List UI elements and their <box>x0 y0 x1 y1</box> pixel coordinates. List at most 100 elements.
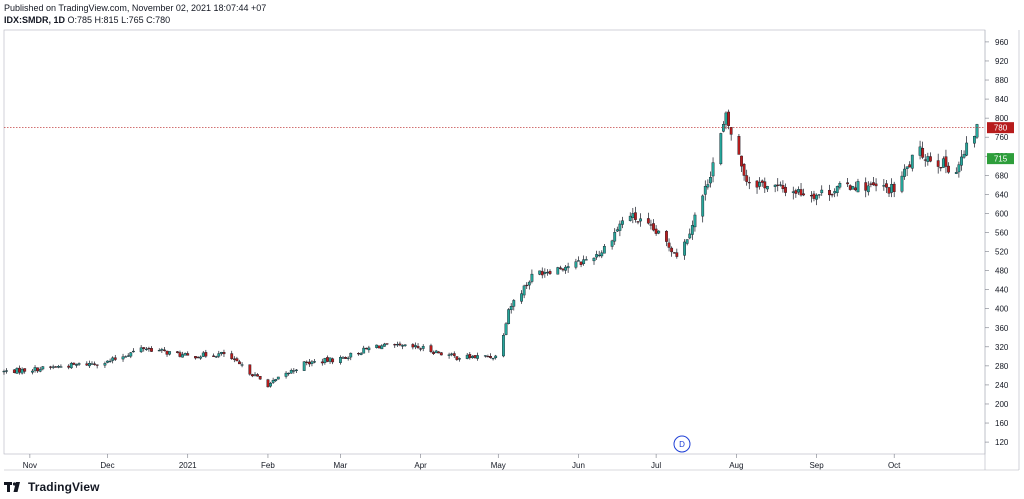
y-tick-label: 760 <box>995 133 1009 142</box>
y-tick-label: 840 <box>995 95 1009 104</box>
candle-body <box>926 156 930 162</box>
candle-body <box>962 153 966 158</box>
candle-body <box>393 344 397 346</box>
candle-body <box>483 355 487 357</box>
candle-body <box>882 185 886 187</box>
x-tick-label: Mar <box>334 461 348 470</box>
candle-body <box>758 182 762 187</box>
x-tick-label: Jun <box>572 461 585 470</box>
candle-body <box>582 259 586 264</box>
candle-body <box>602 246 606 254</box>
candle-body <box>494 355 498 359</box>
candle-body <box>649 224 653 226</box>
candle-body <box>144 348 148 351</box>
candle-body <box>401 345 404 347</box>
candle-body <box>183 353 187 356</box>
candle-body <box>131 350 135 353</box>
candle-body <box>385 343 389 345</box>
ohlc-values: O:785 H:815 L:765 C:780 <box>67 15 171 25</box>
candle-body <box>522 285 526 296</box>
candle-body <box>124 356 128 358</box>
candle-body <box>701 195 705 217</box>
candle-body <box>530 273 534 282</box>
candle-body <box>838 183 842 188</box>
candle-body <box>794 190 798 194</box>
candle-body <box>113 357 117 360</box>
candle-body <box>323 358 327 363</box>
candle-body <box>165 350 169 355</box>
candle-body <box>830 194 834 196</box>
candle-body <box>654 228 658 234</box>
candle-body <box>54 366 58 368</box>
candle-body <box>305 361 309 363</box>
candle-body <box>214 356 218 358</box>
candle-body <box>856 181 860 193</box>
candle-body <box>610 240 614 247</box>
candle-body <box>414 345 417 348</box>
candle-body <box>344 357 347 359</box>
candle-body <box>512 300 516 307</box>
candle-body <box>238 361 241 365</box>
tradingview-logo[interactable]: TradingView <box>4 480 100 494</box>
y-tick-label: 880 <box>995 76 1009 85</box>
candle-body <box>628 215 632 221</box>
candle-body <box>473 355 477 358</box>
candle-body <box>595 254 598 258</box>
candle-body <box>362 347 366 354</box>
candle-body <box>833 191 837 194</box>
y-tick-label: 360 <box>995 324 1009 333</box>
candle-body <box>711 162 715 177</box>
candle-body <box>235 358 239 362</box>
candle-body <box>103 363 107 366</box>
candle-body <box>59 366 63 368</box>
candle-body <box>468 354 472 359</box>
candle-body <box>56 366 60 368</box>
symbol-label: IDX:SMDR, 1D <box>4 15 66 25</box>
candle-body <box>87 363 91 367</box>
candle-body <box>395 344 399 346</box>
y-tick-label: 520 <box>995 248 1009 257</box>
candle-body <box>546 271 549 274</box>
plot-frame <box>3 29 986 455</box>
candle-body <box>566 266 570 269</box>
candle-body <box>781 185 785 190</box>
candle-body <box>434 350 438 354</box>
candle-body <box>657 230 661 234</box>
candle-body <box>864 182 868 191</box>
candle-body <box>872 182 875 186</box>
candle-body <box>126 355 130 357</box>
candle-body <box>142 347 146 349</box>
candle-body <box>15 368 19 374</box>
ma-price-badge <box>987 153 1014 165</box>
candle-body <box>719 133 723 165</box>
x-tick-label: May <box>491 461 506 470</box>
candle-body <box>672 252 676 254</box>
candle-body <box>675 252 679 257</box>
dividend-marker[interactable] <box>673 435 691 453</box>
candle-body <box>429 345 433 352</box>
candle-body <box>776 184 780 186</box>
candle-body <box>890 184 894 193</box>
candle-body <box>421 346 425 349</box>
candle-body <box>93 363 96 365</box>
candle-body <box>452 353 456 356</box>
candle-body <box>923 159 927 161</box>
tradingview-brand: TradingView <box>28 480 100 494</box>
candle-body <box>688 233 692 239</box>
dividend-marker-label: D <box>679 440 685 449</box>
candle-body <box>727 111 730 126</box>
y-tick-label: 160 <box>995 419 1009 428</box>
candle-body <box>561 268 565 271</box>
candle-body <box>447 354 451 356</box>
candle-body <box>835 186 839 193</box>
candle-body <box>271 379 275 383</box>
candle-body <box>874 183 878 187</box>
candle-body <box>364 347 368 350</box>
candle-body <box>509 306 513 311</box>
candle-body <box>763 181 767 189</box>
candle-body <box>755 180 759 188</box>
last-price-label: 780 <box>994 124 1008 133</box>
candle-body <box>683 241 686 256</box>
candle-body <box>621 220 624 225</box>
